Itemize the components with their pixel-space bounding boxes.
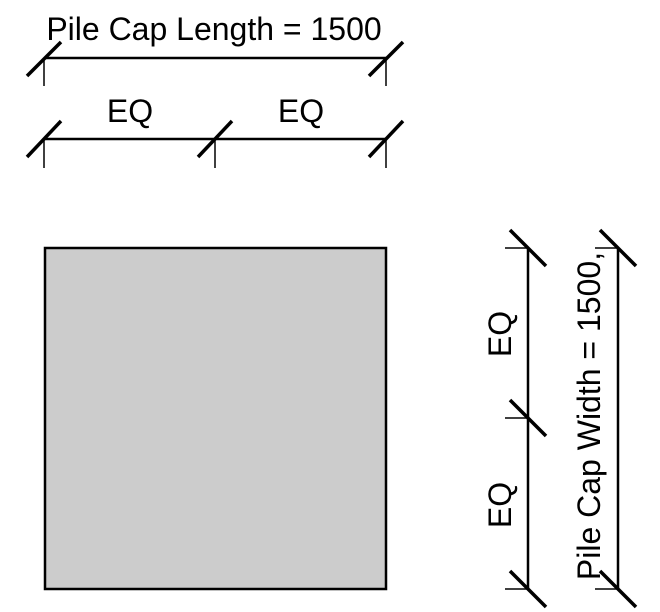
pile-cap-outline xyxy=(43,246,388,591)
width-eq-bottom-label: EQ xyxy=(482,482,518,528)
width-dimension: Pile Cap Width = 1500, xyxy=(571,228,638,609)
length-eq-dimension: EQ EQ xyxy=(25,93,405,168)
width-dimension-label: Pile Cap Width = 1500, xyxy=(571,252,607,580)
length-tick-left xyxy=(25,40,63,78)
length-eq-tick-mid xyxy=(196,119,234,159)
length-dimension-label: Pile Cap Length = 1500 xyxy=(46,11,381,47)
length-tick-right xyxy=(367,40,405,78)
width-eq-tick-top xyxy=(508,228,548,268)
width-eq-top-label: EQ xyxy=(482,311,518,357)
width-eq-tick-mid xyxy=(508,398,548,438)
length-eq-left-label: EQ xyxy=(107,93,153,129)
length-eq-tick-left xyxy=(25,119,63,159)
width-eq-dimension: EQ EQ xyxy=(482,228,548,609)
width-tick-bottom xyxy=(598,569,638,609)
width-tick-top xyxy=(598,228,638,268)
length-dimension: Pile Cap Length = 1500 xyxy=(25,11,405,86)
length-eq-right-label: EQ xyxy=(278,93,324,129)
width-eq-tick-bottom xyxy=(508,569,548,609)
length-eq-tick-right xyxy=(367,119,405,159)
